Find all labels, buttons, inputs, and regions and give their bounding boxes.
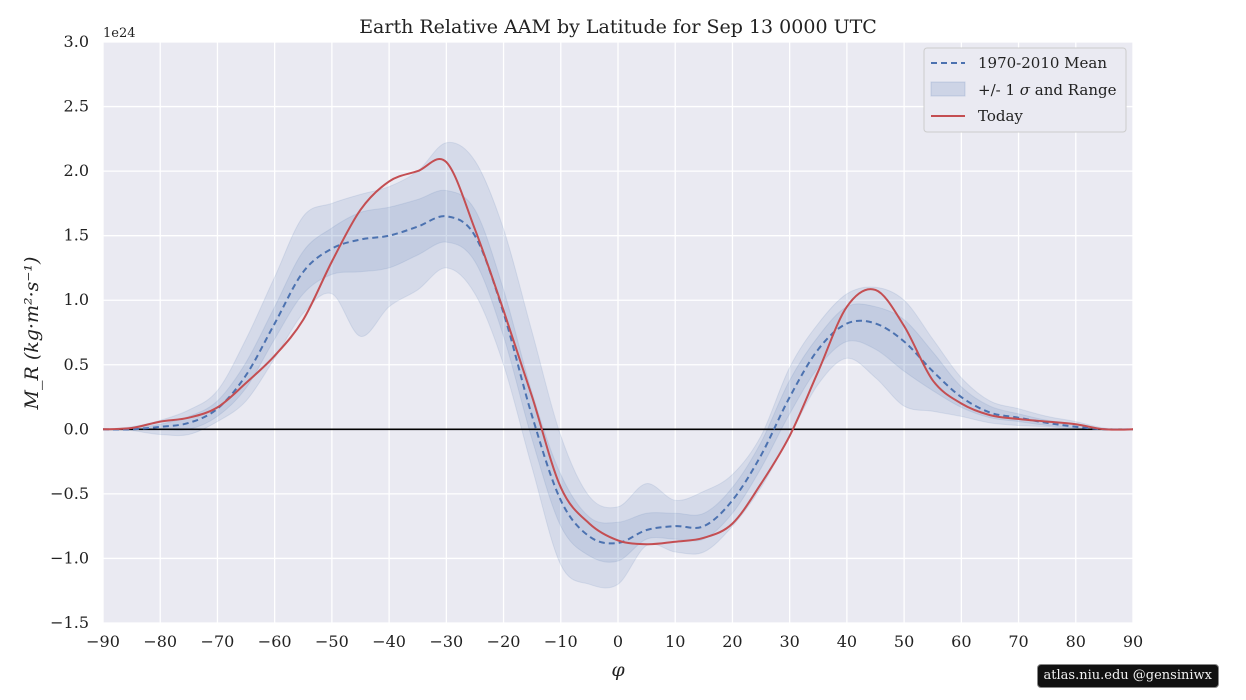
x-tick-label: 20 [722,632,742,651]
x-axis-label: φ [611,659,625,681]
x-tick-label: −70 [201,632,235,651]
x-tick-label: −80 [143,632,177,651]
y-axis-label: M_R (kg·m²·s⁻¹) [21,257,43,411]
x-tick-label: 50 [894,632,914,651]
legend-band-label: +/- 1 σ and Range [978,81,1117,99]
y-tick-labels: −1.5 −1.0 −0.5 0.0 0.5 1.0 1.5 2.0 2.5 3.0 [50,32,89,632]
y-tick-label: 3.0 [64,32,89,51]
y-tick-label: 1.5 [64,226,89,245]
legend-mean-label: 1970-2010 Mean [978,54,1107,72]
y-tick-label: −0.5 [50,484,89,503]
x-tick-label: 70 [1008,632,1028,651]
x-tick-label: −90 [86,632,120,651]
x-tick-label: 40 [837,632,857,651]
legend-frame [923,47,1127,133]
x-tick-label: −10 [544,632,578,651]
credit-badge: atlas.niu.edu @gensiniwx [1036,664,1219,688]
chart-title: Earth Relative AAM by Latitude for Sep 1… [359,16,877,38]
x-tick-label: 30 [779,632,799,651]
y-tick-label: 2.5 [64,97,89,116]
y-tick-label: 2.0 [64,161,89,180]
legend: 1970-2010 Mean +/- 1 σ and Range Today [923,47,1127,133]
x-tick-label: −20 [487,632,521,651]
grid [102,41,1134,624]
x-tick-label: 80 [1066,632,1086,651]
y-tick-label: 0.5 [64,355,89,374]
x-tick-labels: −90 −80 −70 −60 −50 −40 −30 −20 −10 0 10 20 30 40 50 60… [86,632,1143,651]
y-tick-label: −1.0 [50,548,89,567]
x-tick-label: −60 [258,632,292,651]
x-tick-label: −50 [315,632,349,651]
x-tick-label: −30 [429,632,463,651]
y-tick-label: −1.5 [50,613,89,632]
series-lines [102,157,1134,546]
today-line [102,157,1134,546]
legend-band-swatch [930,81,966,97]
mean-line [102,215,1134,545]
x-tick-label: 60 [951,632,971,651]
y-scale-label: 1e24 [103,26,136,41]
legend-today-label: Today [978,107,1023,125]
x-tick-label: 90 [1123,632,1143,651]
y-tick-label: 0.0 [64,419,89,438]
y-tick-label: 1.0 [64,290,89,309]
x-tick-label: −40 [372,632,406,651]
x-tick-label: 10 [665,632,685,651]
x-tick-label: 0 [613,632,623,651]
